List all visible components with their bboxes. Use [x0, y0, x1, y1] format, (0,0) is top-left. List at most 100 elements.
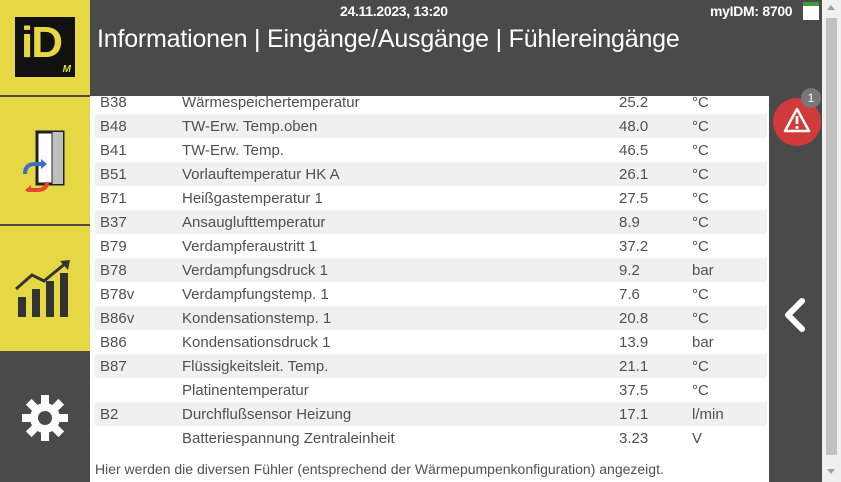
sensor-name: TW-Erw. Temp.: [182, 141, 284, 159]
sensor-name: Verdampfungsdruck 1: [182, 258, 619, 282]
logo-sub-text: M: [62, 64, 71, 75]
sensor-unit: l/min: [692, 402, 767, 426]
sensor-name: Verdampfungstemp. 1: [182, 285, 329, 303]
sensor-value: 37.5: [619, 381, 649, 399]
table-row: Batteriespannung Zentraleinheit 3.23 V: [95, 426, 767, 450]
logo-area: iD M: [0, 0, 90, 95]
sensor-value: 27.5: [619, 189, 649, 207]
right-panel: [769, 96, 822, 482]
sensor-name: Ansauglufttemperatur: [182, 210, 619, 234]
sensor-unit: °C: [692, 306, 767, 330]
sensor-unit: V: [692, 429, 703, 447]
sensor-value: 17.1: [619, 402, 692, 426]
table-row: B71 Heißgastemperatur 1 27.5 °C: [95, 186, 767, 210]
table-row: B41 TW-Erw. Temp. 46.5 °C: [95, 138, 767, 162]
sensor-value: 20.8: [619, 306, 692, 330]
sensor-name: Durchflußsensor Heizung: [182, 402, 619, 426]
sensor-id: B48: [95, 114, 182, 138]
scroll-thumb[interactable]: [826, 18, 837, 455]
sensor-id: [95, 426, 182, 450]
sensor-name: TW-Erw. Temp.oben: [182, 114, 619, 138]
page-title: Informationen | Eingänge/Ausgänge | Fühl…: [97, 25, 680, 53]
sensor-id: B2: [95, 402, 182, 426]
sidebar-item-settings[interactable]: [0, 354, 90, 482]
sensor-name: Flüssigkeitsleit. Temp.: [182, 354, 619, 378]
device-label: myIDM: 8700: [710, 3, 793, 19]
table-row: B78v Verdampfungstemp. 1 7.6 °C: [95, 282, 767, 306]
table-row: B2 Durchflußsensor Heizung 17.1 l/min: [95, 402, 767, 426]
table-row: Platinentemperatur 37.5 °C: [95, 378, 767, 402]
heat-pump-cycle-icon: [23, 130, 65, 192]
sensor-value: 9.2: [619, 258, 692, 282]
sensor-value: 7.6: [619, 285, 640, 303]
table-row: B87 Flüssigkeitsleit. Temp. 21.1 °C: [95, 354, 767, 378]
table-row: B86v Kondensationstemp. 1 20.8 °C: [95, 306, 767, 330]
back-button[interactable]: [780, 295, 810, 340]
sensor-id: B38: [100, 93, 127, 111]
sensor-value: 37.2: [619, 237, 649, 255]
sensor-unit: °C: [692, 210, 767, 234]
logo-main-text: iD: [21, 18, 63, 67]
table-row: B37 Ansauglufttemperatur 8.9 °C: [95, 210, 767, 234]
sensor-unit: °C: [692, 93, 709, 111]
sensor-value: 3.23: [619, 429, 649, 447]
sensor-name: Batteriespannung Zentraleinheit: [182, 429, 395, 447]
sensor-name: Heißgastemperatur 1: [182, 189, 323, 207]
sensor-value: 46.5: [619, 141, 649, 159]
scrollbar[interactable]: [822, 0, 841, 482]
table-row: B48 TW-Erw. Temp.oben 48.0 °C: [95, 114, 767, 138]
left-sidebar: iD M: [0, 0, 90, 482]
sensor-table: B38 Wärmespeichertemperatur 25.2 °C B48 TW-Er…: [95, 90, 767, 450]
table-row: B51 Vorlauftemperatur HK A 26.1 °C: [95, 162, 767, 186]
sensor-list-panel: B38 Wärmespeichertemperatur 25.2 °C B48 TW-Er…: [90, 94, 769, 482]
sensor-unit: °C: [692, 285, 709, 303]
sensor-unit: °C: [692, 162, 767, 186]
sensor-value: 25.2: [619, 93, 649, 111]
chevron-left-icon: [785, 298, 805, 332]
statistics-chart-icon: [15, 259, 70, 317]
sensor-unit: °C: [692, 189, 709, 207]
sidebar-item-heat-pump[interactable]: [0, 97, 90, 224]
datetime: 24.11.2023, 13:20: [340, 3, 448, 19]
sensor-name: Verdampferaustritt 1: [182, 237, 318, 255]
sensor-unit: °C: [692, 114, 767, 138]
sensor-id: B37: [95, 210, 182, 234]
header: 24.11.2023, 13:20 myIDM: 8700 Informatio…: [90, 0, 822, 96]
device-status-icon[interactable]: [803, 2, 819, 20]
sensor-unit: °C: [692, 141, 709, 159]
sensor-id: B41: [100, 141, 127, 159]
sensor-unit: °C: [692, 237, 709, 255]
sensor-id: B71: [100, 189, 127, 207]
sensor-id: [95, 378, 182, 402]
sensor-value: 13.9: [619, 333, 649, 351]
sensor-value: 8.9: [619, 210, 692, 234]
sensor-name: Kondensationstemp. 1: [182, 306, 619, 330]
gear-icon: [22, 395, 68, 441]
alert-count-badge: 1: [801, 88, 821, 108]
sensor-id: B87: [95, 354, 182, 378]
sidebar-item-statistics[interactable]: [0, 226, 90, 351]
sensor-id: B79: [100, 237, 127, 255]
table-row: B38 Wärmespeichertemperatur 25.2 °C: [95, 90, 767, 114]
sensor-name: Platinentemperatur: [182, 381, 309, 399]
scroll-up-arrow-icon[interactable]: [827, 5, 835, 10]
sensor-value: 21.1: [619, 354, 692, 378]
scroll-down-arrow-icon[interactable]: [827, 469, 835, 474]
sensor-id: B86v: [95, 306, 182, 330]
sensor-unit: bar: [692, 258, 767, 282]
sensor-id: B78: [95, 258, 182, 282]
sensor-name: Kondensationsdruck 1: [182, 333, 331, 351]
sensor-unit: °C: [692, 381, 709, 399]
footer-description: Hier werden die diversen Fühler (entspre…: [95, 461, 664, 477]
sensor-id: B86: [100, 333, 127, 351]
idm-logo[interactable]: iD M: [15, 17, 75, 77]
sensor-name: Vorlauftemperatur HK A: [182, 162, 619, 186]
sensor-value: 48.0: [619, 114, 692, 138]
table-row: B78 Verdampfungsdruck 1 9.2 bar: [95, 258, 767, 282]
sensor-name: Wärmespeichertemperatur: [182, 93, 360, 111]
sensor-id: B78v: [100, 285, 135, 303]
table-row: B79 Verdampferaustritt 1 37.2 °C: [95, 234, 767, 258]
sensor-value: 26.1: [619, 162, 692, 186]
warning-icon: [783, 107, 811, 133]
sensor-id: B51: [95, 162, 182, 186]
